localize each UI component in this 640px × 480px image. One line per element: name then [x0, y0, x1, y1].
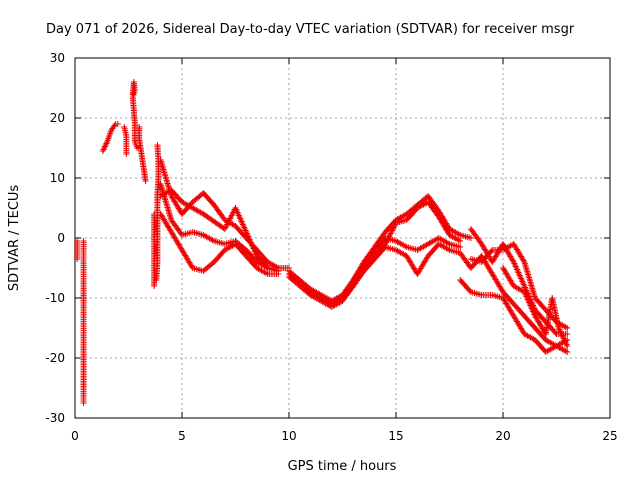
data-point-marker: [467, 235, 474, 241]
y-axis-label: SDTVAR / TECUs: [7, 185, 22, 292]
data-point-marker: [114, 121, 121, 127]
data-point-marker: [520, 257, 527, 264]
data-point-marker: [80, 400, 87, 406]
data-point-marker: [151, 283, 158, 289]
chart-title: Day 071 of 2026, Sidereal Day-to-day VTE…: [46, 22, 575, 37]
x-tick-label: 20: [495, 429, 510, 443]
series-col-3.85: [153, 142, 162, 283]
data-point-marker: [564, 349, 571, 355]
series-rise-1: [99, 121, 121, 154]
y-tick-label: 30: [50, 51, 65, 65]
data-series: [74, 79, 571, 406]
x-axis-label: GPS time / hours: [288, 459, 397, 474]
series-spike-2.7: [129, 79, 141, 151]
data-point-marker: [564, 325, 571, 331]
y-tick-label: 20: [50, 111, 65, 125]
data-point-marker: [457, 244, 464, 250]
data-point-marker: [457, 238, 464, 244]
y-tick-label: 10: [50, 171, 65, 185]
series-drop-2.4: [121, 124, 130, 157]
data-point-marker: [142, 178, 149, 184]
series-tail-3: [467, 241, 571, 331]
x-tick-label: 0: [71, 429, 79, 443]
series-early-col-0.1: [74, 238, 81, 262]
data-point-marker: [564, 343, 571, 349]
data-point-marker: [509, 257, 516, 264]
series-band-D: [157, 187, 271, 271]
data-point-marker: [275, 271, 282, 277]
series-col-3.7: [151, 211, 158, 289]
data-point-marker: [552, 329, 559, 336]
x-tick-label: 25: [602, 429, 617, 443]
y-tick-label: 0: [57, 231, 65, 245]
data-point-marker: [153, 277, 160, 283]
y-tick-label: -20: [45, 351, 65, 365]
data-point-marker: [264, 265, 271, 271]
x-axis-ticks: 0 5 10 15 20 25: [71, 58, 618, 443]
data-point-marker: [123, 151, 130, 157]
x-tick-label: 10: [281, 429, 296, 443]
y-axis-ticks: -30 -20 -10 0 10 20 30: [45, 51, 610, 425]
series-tail-5: [500, 265, 571, 349]
series-trough-4: [350, 235, 464, 283]
data-point-marker: [74, 256, 81, 262]
y-tick-label: -10: [45, 291, 65, 305]
x-tick-label: 15: [388, 429, 403, 443]
data-point-marker: [263, 263, 270, 270]
x-tick-label: 5: [178, 429, 186, 443]
series-band-A: [157, 157, 292, 271]
series-band-C: [157, 211, 282, 277]
series-trough-3: [286, 241, 464, 310]
data-point-marker: [564, 331, 571, 337]
data-point-marker: [134, 145, 141, 151]
y-tick-label: -30: [45, 411, 65, 425]
series-early-col-0.4: [80, 238, 87, 406]
data-point-marker: [488, 248, 495, 255]
series-cluster-3.0: [136, 124, 149, 184]
